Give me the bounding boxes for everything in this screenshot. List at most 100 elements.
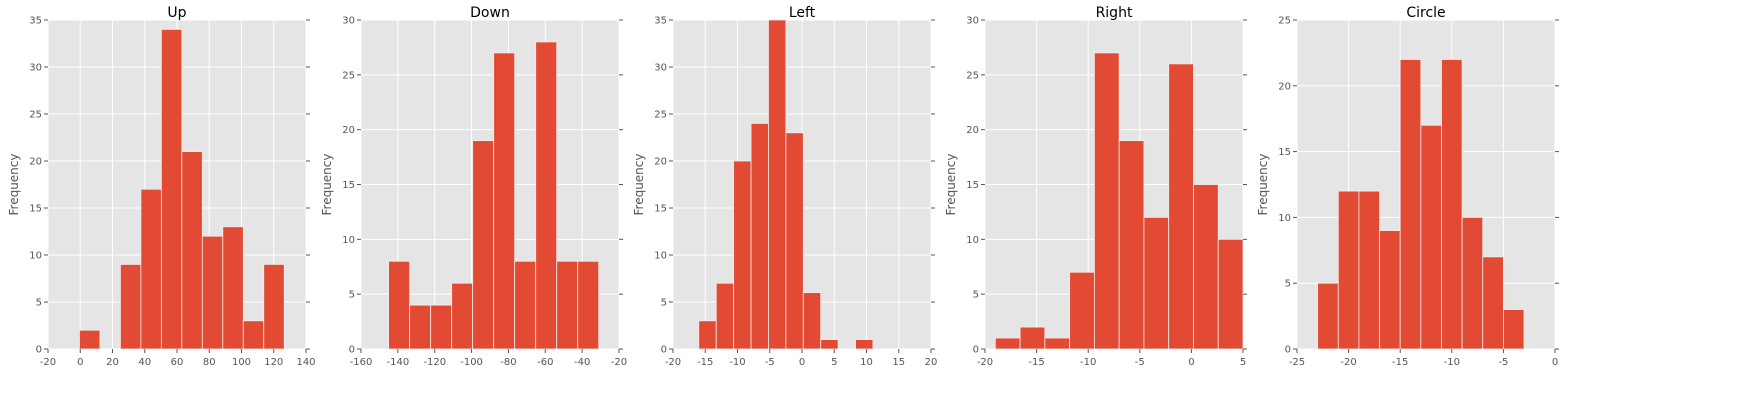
y-tick-label: 20: [29, 157, 42, 168]
y-tick-label: 5: [36, 298, 42, 309]
histogram-bar: [1337, 190, 1360, 350]
x-tick-label: -5: [1135, 357, 1145, 368]
histogram-bar: [698, 320, 717, 350]
y-axis-label: Frequency: [1256, 154, 1270, 216]
x-tick-label: -15: [1028, 357, 1044, 368]
histogram-bar: [715, 282, 735, 350]
y-tick-label: 5: [973, 290, 979, 301]
x-tick-label: -15: [1392, 357, 1408, 368]
x-tick-label: 5: [1240, 357, 1246, 368]
x-tick-label: 40: [138, 357, 151, 368]
histogram-bar: [733, 160, 752, 350]
histogram-bar: [1379, 230, 1401, 350]
histogram-bar: [493, 52, 516, 350]
x-tick-label: 20: [106, 357, 119, 368]
histogram-bar: [409, 304, 432, 350]
histogram-bar: [1143, 216, 1170, 350]
y-axis-label: Frequency: [632, 154, 646, 216]
y-tick-label: 5: [349, 290, 355, 301]
x-tick-label: 20: [925, 357, 938, 368]
histogram-panel-1: -160 -140 -120 -100 -80 -60 -40 -20 0 5 10 15 20 25 30…: [320, 5, 627, 368]
x-tick-label: 0: [1188, 357, 1194, 368]
y-tick-label: 30: [29, 63, 42, 74]
histogram-bar: [120, 263, 142, 350]
x-tick-label: -25: [1289, 357, 1305, 368]
histogram-bar: [1503, 309, 1525, 350]
y-tick-label: 35: [654, 16, 667, 27]
histogram-bar: [785, 132, 804, 350]
histogram-bar: [556, 260, 579, 350]
y-tick-label: 15: [966, 180, 979, 191]
y-tick-label: 10: [342, 235, 355, 246]
y-tick-label: 20: [966, 125, 979, 136]
x-tick-label: -5: [765, 357, 775, 368]
y-tick-label: 10: [966, 235, 979, 246]
histogram-panel-3: -20 -15 -10 -5 0 5 0 5 10 15 20 25 30 Right Frequency: [944, 5, 1247, 368]
histogram-bar: [577, 260, 600, 350]
x-tick-label: -20: [611, 357, 627, 368]
histogram-bar: [514, 260, 537, 350]
histogram-panel-4: -25 -20 -15 -10 -5 0 0 5 10 15 20 25 Circle Frequency: [1256, 5, 1559, 368]
x-tick-label: 100: [232, 357, 251, 368]
x-tick-label: -20: [1340, 357, 1356, 368]
panel-title: Down: [470, 5, 510, 21]
y-tick-label: 0: [973, 345, 979, 356]
x-tick-label: 15: [892, 357, 905, 368]
x-tick-label: -15: [697, 357, 713, 368]
histogram-bar: [1399, 59, 1422, 350]
x-tick-label: 0: [77, 357, 83, 368]
x-tick-label: 80: [203, 357, 216, 368]
histogram-bar: [222, 226, 244, 350]
y-axis-label: Frequency: [320, 154, 334, 216]
y-axis-label: Frequency: [7, 154, 21, 216]
y-tick-label: 0: [661, 345, 667, 356]
y-tick-label: 25: [966, 70, 979, 81]
histogram-bar: [1044, 337, 1071, 350]
histogram-bar: [768, 19, 787, 350]
histogram-bar: [1358, 190, 1380, 350]
histogram-bar: [1168, 63, 1194, 350]
y-tick-label: 15: [29, 204, 42, 215]
histogram-bar: [750, 123, 769, 350]
histogram-bar: [181, 151, 203, 350]
histogram-bar: [79, 329, 101, 350]
histogram-bar: [1482, 256, 1504, 350]
x-tick-label: 60: [171, 357, 184, 368]
x-tick-label: -10: [1444, 357, 1460, 368]
x-tick-label: -10: [1080, 357, 1096, 368]
y-tick-label: 15: [1278, 147, 1291, 158]
x-tick-label: -60: [537, 357, 553, 368]
y-tick-label: 15: [654, 204, 667, 215]
x-tick-label: -140: [387, 357, 410, 368]
histogram-bar: [1441, 59, 1463, 350]
y-tick-label: 20: [1278, 81, 1291, 92]
histogram-bar: [160, 28, 183, 350]
y-tick-label: 20: [342, 125, 355, 136]
histogram-bar: [1019, 326, 1046, 350]
y-tick-label: 5: [661, 298, 667, 309]
y-tick-label: 0: [1285, 345, 1291, 356]
histogram-bar: [263, 263, 285, 350]
histogram-bar: [535, 41, 558, 350]
histogram-bar: [242, 320, 265, 350]
y-tick-label: 5: [1285, 279, 1291, 290]
x-tick-label: -80: [500, 357, 516, 368]
histogram-bar: [1069, 271, 1095, 350]
x-tick-label: -5: [1498, 357, 1508, 368]
y-tick-label: 20: [654, 157, 667, 168]
x-tick-label: -40: [574, 357, 590, 368]
histogram-bar: [388, 260, 411, 350]
y-tick-label: 25: [1278, 16, 1291, 27]
panel-title: Up: [167, 5, 186, 21]
y-tick-label: 10: [1278, 213, 1291, 224]
x-tick-label: 5: [831, 357, 837, 368]
y-tick-label: 15: [342, 180, 355, 191]
histogram-bar: [820, 339, 839, 350]
x-tick-label: -120: [423, 357, 446, 368]
x-tick-label: 0: [799, 357, 805, 368]
panel-title: Circle: [1406, 5, 1445, 21]
histogram-bar: [1420, 124, 1442, 350]
panel-title: Right: [1096, 5, 1133, 21]
